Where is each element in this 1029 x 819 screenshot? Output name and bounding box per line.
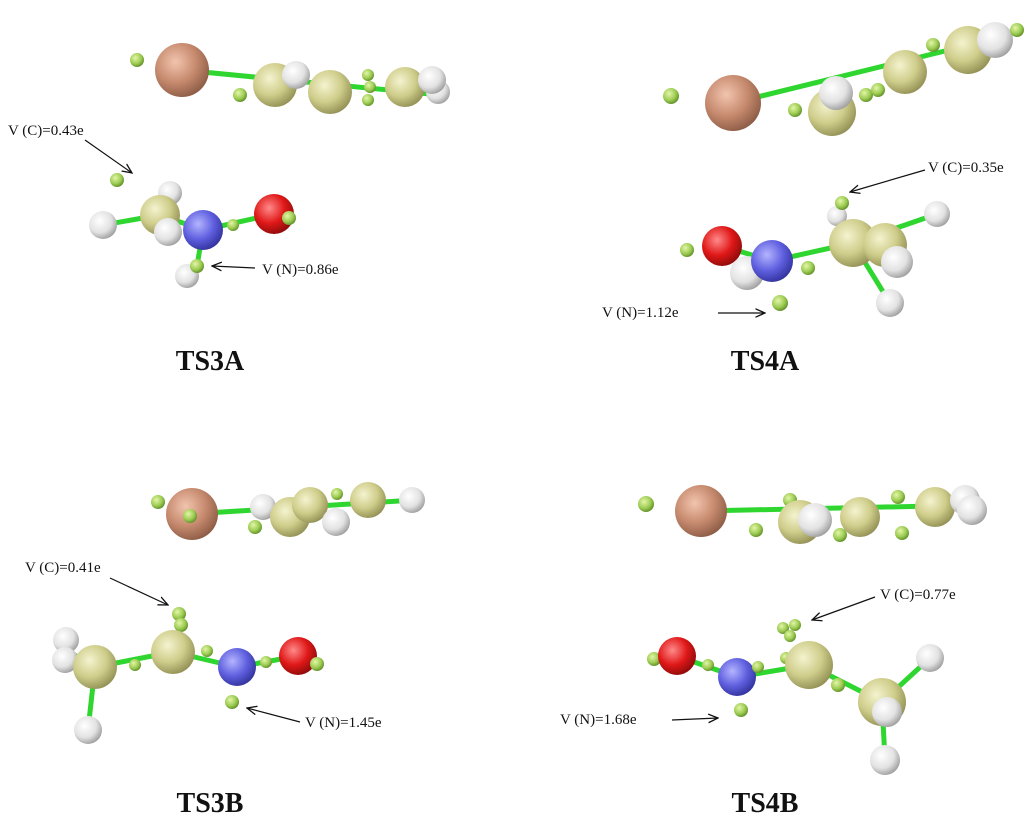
atom: [977, 22, 1013, 58]
electron-basin: [183, 509, 197, 523]
atom: [183, 210, 223, 250]
electron-basin: [788, 103, 802, 117]
atom: [151, 630, 195, 674]
electron-basin: [859, 88, 873, 102]
electron-basin: [225, 695, 239, 709]
atom: [705, 75, 761, 131]
electron-basin: [871, 83, 885, 97]
panel-title: TS4B: [732, 788, 799, 819]
electron-basin: [926, 38, 940, 52]
electron-basin: [638, 496, 654, 512]
electron-basin: [364, 81, 376, 93]
electron-basin: [784, 630, 796, 642]
electron-basin: [282, 211, 296, 225]
electron-basin: [110, 173, 124, 187]
atom: [218, 648, 256, 686]
arrow: [85, 140, 132, 173]
arrow: [672, 718, 718, 720]
atom: [675, 485, 727, 537]
electron-basin: [663, 88, 679, 104]
atom: [658, 637, 696, 675]
electron-basin: [129, 659, 141, 671]
annotation: V (N)=1.12e: [602, 305, 679, 321]
annotation: V (N)=1.45e: [305, 715, 382, 731]
electron-basin: [789, 619, 801, 631]
arrow: [812, 597, 875, 620]
atom: [870, 745, 900, 775]
atom: [751, 240, 793, 282]
atom: [785, 641, 833, 689]
arrow: [850, 170, 925, 192]
atom: [282, 61, 310, 89]
atom: [155, 43, 209, 97]
atom: [74, 716, 102, 744]
panel-title: TS3B: [177, 788, 244, 819]
electron-basin: [752, 661, 764, 673]
figure: V (C)=0.43e V (N)=0.86e TS3A V (C)=0.35e…: [0, 0, 1029, 819]
molecules: [52, 22, 1024, 775]
electron-basin: [151, 495, 165, 509]
annotation: V (N)=0.86e: [262, 262, 339, 278]
atom: [840, 497, 880, 537]
annotation: V (C)=0.43e: [8, 123, 84, 139]
atom: [154, 218, 182, 246]
atom: [385, 67, 425, 107]
electron-basin: [702, 659, 714, 671]
electron-basin: [895, 526, 909, 540]
atom: [350, 482, 386, 518]
electron-basin: [749, 523, 763, 537]
panel-title: TS3A: [176, 346, 245, 377]
electron-basin: [831, 678, 845, 692]
electron-basin: [260, 656, 272, 668]
atom: [279, 637, 317, 675]
atom: [418, 66, 446, 94]
electron-basin: [130, 53, 144, 67]
atom: [89, 211, 117, 239]
atom: [798, 503, 832, 537]
electron-basin: [227, 219, 239, 231]
electron-basin: [362, 94, 374, 106]
electron-basin: [248, 520, 262, 534]
atom: [322, 508, 350, 536]
electron-basin: [331, 488, 343, 500]
arrow: [212, 266, 255, 268]
electron-basin: [680, 243, 694, 257]
electron-basin: [734, 703, 748, 717]
arrow: [247, 708, 300, 722]
atom: [73, 645, 117, 689]
atom: [308, 70, 352, 114]
atom: [915, 487, 955, 527]
atom: [876, 289, 904, 317]
electron-basin: [362, 69, 374, 81]
annotation: V (C)=0.41e: [25, 560, 101, 576]
annotation: V (C)=0.77e: [880, 587, 956, 603]
electron-basin: [310, 657, 324, 671]
atom: [883, 50, 927, 94]
atom: [916, 644, 944, 672]
panel-title: TS4A: [731, 346, 800, 377]
electron-basin: [835, 196, 849, 210]
electron-basin: [801, 261, 815, 275]
electron-basin: [174, 618, 188, 632]
electron-basin: [891, 490, 905, 504]
electron-basin: [1010, 23, 1024, 37]
atom: [718, 658, 756, 696]
atom: [924, 201, 950, 227]
annotation: V (C)=0.35e: [928, 160, 1004, 176]
atom: [872, 697, 902, 727]
atom: [957, 495, 987, 525]
electron-basin: [233, 88, 247, 102]
atom: [819, 76, 853, 110]
electron-basin: [772, 295, 788, 311]
annotation: V (N)=1.68e: [560, 712, 637, 728]
electron-basin: [190, 259, 204, 273]
atom: [399, 487, 425, 513]
electron-basin: [201, 645, 213, 657]
atom: [881, 246, 913, 278]
arrow: [110, 578, 168, 605]
atom: [702, 226, 742, 266]
atom: [292, 487, 328, 523]
